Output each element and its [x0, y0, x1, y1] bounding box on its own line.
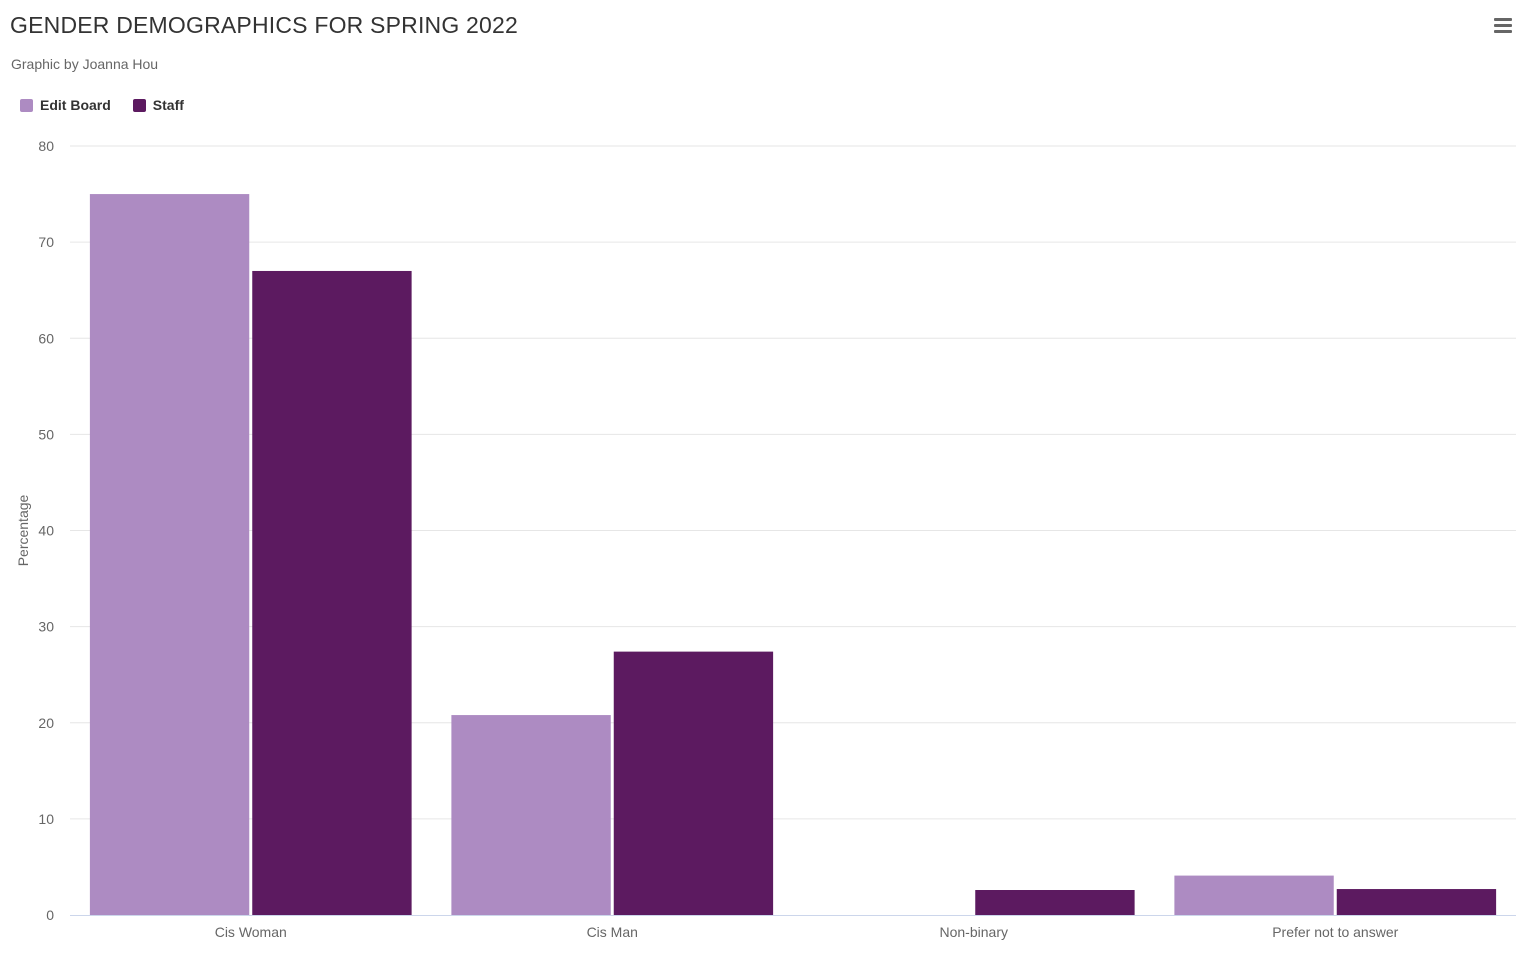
y-tick-label: 30: [38, 619, 54, 635]
x-tick-label: Prefer not to answer: [1272, 924, 1398, 940]
bar-staff: [613, 651, 774, 915]
chart-menu-button[interactable]: [1490, 14, 1516, 38]
legend-item-edit-board[interactable]: Edit Board: [20, 97, 111, 113]
y-axis-title: Percentage: [15, 494, 31, 566]
bar-edit-board: [1174, 875, 1334, 915]
y-tick-label: 20: [38, 715, 54, 731]
bar-staff: [975, 890, 1135, 915]
x-tick-label: Cis Man: [587, 924, 638, 940]
x-tick-label: Cis Woman: [215, 924, 287, 940]
y-tick-label: 50: [38, 426, 54, 442]
y-tick-label: 40: [38, 523, 54, 539]
bar-staff: [1336, 889, 1497, 915]
chart-legend: Edit Board Staff: [20, 97, 184, 113]
chart-title: GENDER DEMOGRAPHICS FOR SPRING 2022: [10, 12, 518, 38]
y-tick-label: 70: [38, 234, 54, 250]
y-tick-label: 60: [38, 330, 54, 346]
bar-staff: [252, 270, 412, 915]
legend-label-edit-board: Edit Board: [40, 97, 111, 113]
y-tick-label: 80: [38, 138, 54, 154]
legend-item-staff[interactable]: Staff: [132, 97, 184, 113]
bar-edit-board: [89, 194, 250, 915]
legend-label-staff: Staff: [152, 97, 184, 113]
y-tick-label: 0: [46, 907, 54, 923]
bar-edit-board: [451, 715, 611, 915]
y-tick-label: 10: [38, 811, 54, 827]
legend-swatch-staff: [132, 98, 146, 112]
legend-swatch-edit-board: [20, 98, 33, 112]
chart-subtitle: Graphic by Joanna Hou: [11, 56, 159, 72]
x-tick-label: Non-binary: [940, 924, 1008, 940]
